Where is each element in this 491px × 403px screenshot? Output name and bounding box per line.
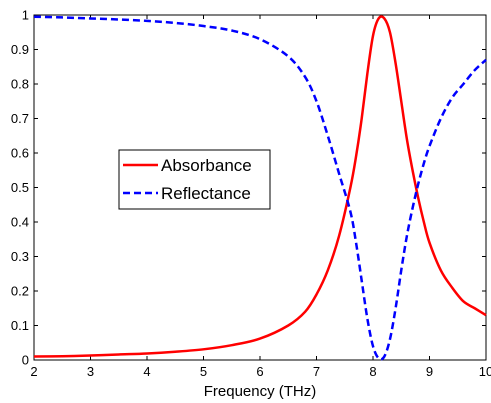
x-tick-label: 9	[426, 364, 433, 379]
legend-box	[118, 149, 271, 210]
x-axis-ticks: 2 3 4 5 6 7 8 9 10	[30, 15, 491, 379]
x-tick-label: 2	[30, 364, 37, 379]
y-tick-label: 0.7	[11, 111, 29, 126]
x-tick-label: 7	[313, 364, 320, 379]
x-tick-label: 10	[479, 364, 491, 379]
y-tick-label: 0.8	[11, 77, 29, 92]
y-tick-label: 0.1	[11, 318, 29, 333]
series-lines	[33, 15, 487, 361]
x-tick-label: 6	[256, 364, 263, 379]
y-tick-label: 0.6	[11, 146, 29, 161]
y-tick-label: 0.9	[11, 42, 29, 57]
legend: Absorbance Reflectance	[118, 149, 271, 210]
x-tick-label: 3	[87, 364, 94, 379]
legend-label-absorbance: Absorbance	[161, 156, 252, 175]
y-tick-label: 0.4	[11, 215, 29, 230]
y-tick-label: 0	[22, 353, 29, 368]
y-tick-label: 0.3	[11, 249, 29, 264]
series-line-reflectance	[33, 15, 487, 361]
y-tick-label: 1	[22, 8, 29, 23]
x-tick-label: 8	[369, 364, 376, 379]
x-tick-label: 5	[200, 364, 207, 379]
x-tick-label: 4	[143, 364, 150, 379]
y-tick-label: 0.2	[11, 284, 29, 299]
y-axis-ticks: 0 0.1 0.2 0.3 0.4 0.5 0.6 0.7 0.8 0.9 1	[11, 8, 486, 368]
y-tick-label: 0.5	[11, 180, 29, 195]
legend-label-reflectance: Reflectance	[161, 184, 251, 203]
x-axis-label: Frequency (THz)	[204, 383, 317, 400]
series-line-absorbance	[33, 15, 487, 358]
